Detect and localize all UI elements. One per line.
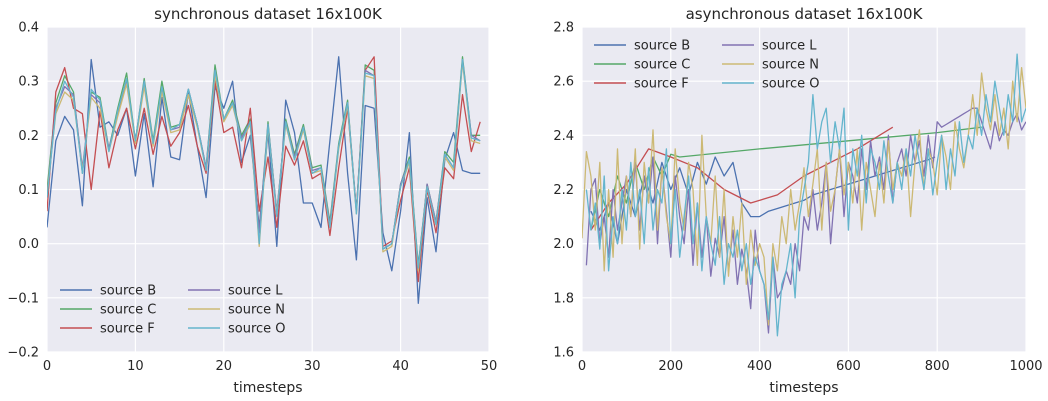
legend-entry: source C [100, 303, 156, 318]
legend-entry: source F [634, 77, 689, 92]
x-tick-label: 30 [304, 359, 321, 374]
y-tick-label: 2.4 [553, 129, 574, 144]
chart-title: asynchronous dataset 16x100K [686, 5, 924, 23]
legend-entry: source L [228, 284, 283, 299]
chart-panel-2: 0 200 400 600 800 1000 1.6 1.8 2.0 2.2 2.4 2.6 2.8 as… [553, 5, 1042, 396]
y-tick-label: 0.0 [18, 237, 39, 252]
legend-entry: source L [762, 39, 817, 54]
x-tick-label: 1000 [1009, 359, 1042, 374]
y-tick-label: 2.0 [553, 237, 574, 252]
series-line-source-o [47, 58, 481, 269]
legend-entry: source N [762, 58, 819, 73]
x-tick-label: 50 [481, 359, 498, 374]
y-tick-label: 0.4 [18, 21, 39, 36]
x-tick-label: 400 [747, 359, 772, 374]
x-axis-label: timesteps [233, 380, 302, 396]
x-tick-label: 20 [216, 359, 233, 374]
chart-panel-1: 0 10 20 30 40 50 −0.2 −0.1 0.0 0.1 0.2 0.3 0.4 synchr… [7, 5, 497, 396]
x-axis-label: timesteps [769, 380, 838, 396]
legend-entry: source F [100, 322, 155, 337]
y-tick-label: 2.2 [553, 183, 574, 198]
series-line-source-n [582, 66, 1026, 326]
x-tick-label: 600 [836, 359, 861, 374]
legend-entry: source O [228, 322, 286, 337]
y-tick-label: −0.1 [7, 291, 39, 306]
x-tick-label: 40 [392, 359, 409, 374]
legend-entry: source B [100, 284, 156, 299]
y-tick-label: 0.3 [18, 75, 39, 90]
legend-entry: source N [228, 303, 285, 318]
x-tick-label: 200 [658, 359, 683, 374]
chart-title: synchronous dataset 16x100K [154, 5, 383, 23]
series-line-source-b [590, 156, 936, 245]
series-line-source-o [585, 53, 1026, 337]
x-tick-label: 800 [925, 359, 950, 374]
y-tick-label: 0.1 [18, 183, 39, 198]
legend-entry: source C [634, 58, 690, 73]
legend: source B source C source F source L source N… [594, 39, 820, 92]
y-tick-label: 0.2 [18, 129, 39, 144]
legend-entry: source B [634, 39, 690, 54]
y-tick-label: 1.6 [553, 346, 574, 361]
legend: source B source C source F source L source N… [60, 284, 286, 337]
x-tick-label: 0 [578, 359, 586, 374]
y-tick-label: 2.8 [553, 21, 574, 36]
x-tick-label: 0 [43, 359, 51, 374]
x-tick-label: 10 [127, 359, 144, 374]
y-tick-label: 1.8 [553, 291, 574, 306]
y-tick-label: −0.2 [7, 346, 39, 361]
legend-entry: source O [762, 77, 820, 92]
y-tick-label: 2.6 [553, 75, 574, 90]
